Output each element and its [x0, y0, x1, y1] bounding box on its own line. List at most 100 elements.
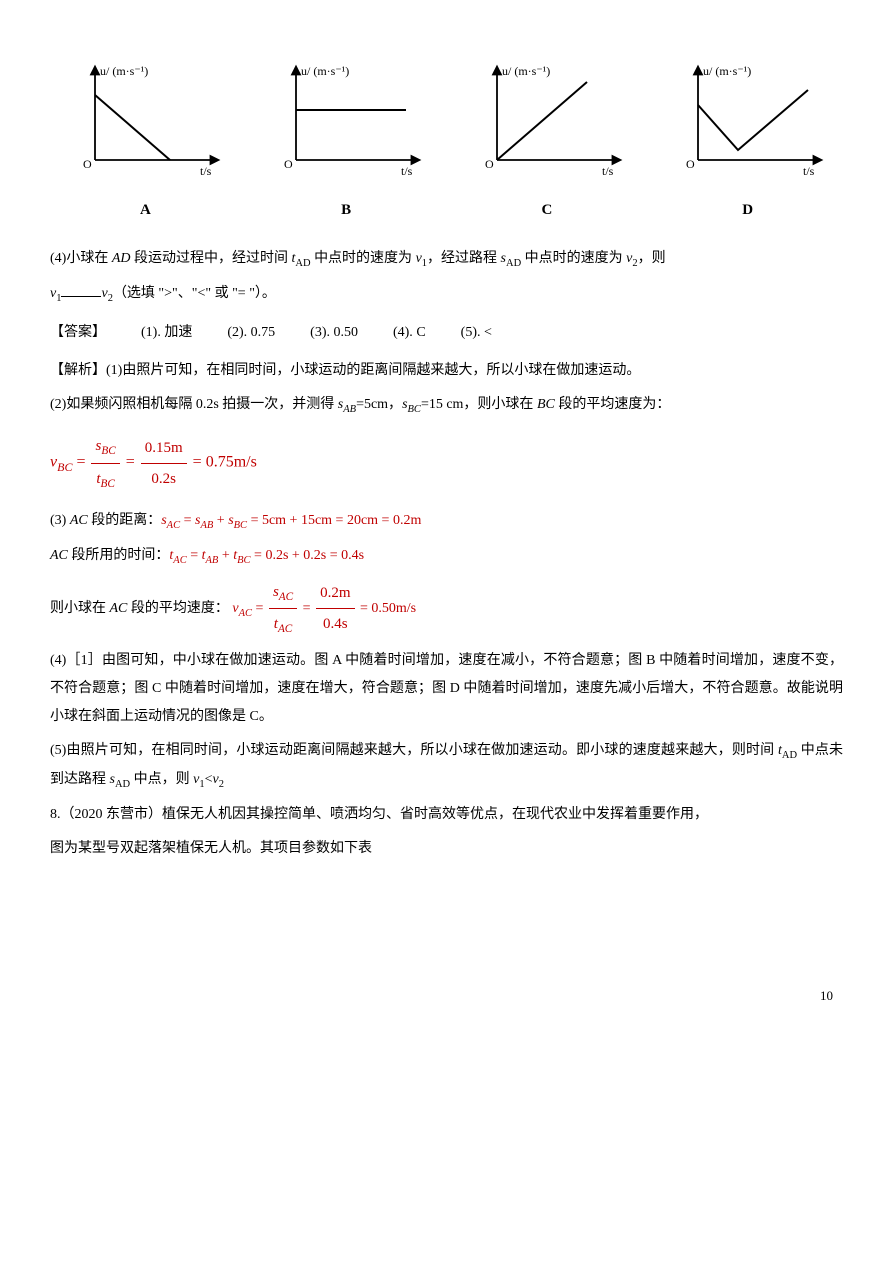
graph-d-svg: O t/s u/ (m·s⁻¹): [668, 60, 828, 180]
expl-sab-sub: AB: [343, 403, 356, 414]
expl-p5b: 段的平均速度：: [127, 601, 229, 616]
q4-text4: ，经过路程: [427, 251, 501, 266]
question-4: (4)小球在 AD 段运动过程中，经过时间 tAD 中点时的速度为 v1，经过路…: [50, 245, 843, 274]
explanation-p1: 【解析】(1)由照片可知，在相同时间，小球运动的距离间隔越来越大，所以小球在做加…: [50, 357, 843, 385]
eq2-t1-sub: AB: [200, 520, 213, 531]
eq3-t1-sub: AB: [206, 555, 219, 566]
expl-p2b: 段的平均速度为：: [555, 397, 671, 412]
svg-text:t/s: t/s: [401, 164, 413, 178]
q4-tad-sub: AD: [295, 258, 310, 269]
eq2-t2-sub: BC: [234, 520, 247, 531]
q4-text5: 中点时的速度为: [521, 251, 626, 266]
expl-p7c: 中点，则: [130, 772, 193, 787]
eq2-vals: = 5cm + 15cm = 20cm = 0.2m: [247, 513, 421, 528]
svg-text:u/ (m·s⁻¹): u/ (m·s⁻¹): [703, 64, 751, 78]
eq3-t2-sub: BC: [237, 555, 250, 566]
expl-p3b: 段的距离：: [88, 513, 162, 528]
question-8-line2: 图为某型号双起落架植保无人机。其项目参数如下表: [50, 835, 843, 863]
q4-text2: 段运动过程中，经过时间: [131, 251, 292, 266]
expl-p2a: (2)如果频闪照相机每隔 0.2s 拍摄一次，并测得: [50, 397, 338, 412]
expl-ac2: AC: [110, 601, 128, 616]
eq4-den1-sub: AC: [278, 623, 292, 635]
expl-sbc-val: =15 cm，则小球在: [421, 397, 537, 412]
eq4-den2: 0.4s: [316, 609, 354, 639]
graph-b: O t/s u/ (m·s⁻¹) B: [251, 60, 442, 225]
blank-input[interactable]: [61, 282, 101, 297]
graph-c-svg: O t/s u/ (m·s⁻¹): [467, 60, 627, 180]
explanation-p5: 则小球在 AC 段的平均速度： vAC = sAC tAC = 0.2m 0.4…: [50, 577, 843, 641]
eq3-sub: AC: [173, 555, 186, 566]
explanation-p7: (5)由照片可知，在相同时间，小球运动距离间隔越来越大，所以小球在做加速运动。即…: [50, 737, 843, 795]
q4-text3: 中点时的速度为: [311, 251, 416, 266]
q4-sad-sub: AD: [506, 258, 521, 269]
graphs-row: O t/s u/ (m·s⁻¹) A O t/s u/ (m·s⁻¹) B O …: [50, 60, 843, 225]
graph-b-svg: O t/s u/ (m·s⁻¹): [266, 60, 426, 180]
eq1-num2: 0.15m: [141, 433, 187, 464]
expl-p4a: AC: [50, 548, 68, 563]
graph-a-svg: O t/s u/ (m·s⁻¹): [65, 60, 225, 180]
svg-text:t/s: t/s: [200, 164, 212, 178]
graph-d: O t/s u/ (m·s⁻¹) D: [652, 60, 843, 225]
page-number: 10: [50, 983, 843, 1009]
expl-ac1: AC: [70, 513, 88, 528]
svg-text:u/ (m·s⁻¹): u/ (m·s⁻¹): [100, 64, 148, 78]
eq1-lhs-sub: BC: [57, 460, 72, 474]
answers-row: 【答案】 (1). 加速 (2). 0.75 (3). 0.50 (4). C …: [50, 319, 843, 347]
graph-d-label: D: [652, 195, 843, 225]
expl-bc: BC: [537, 397, 555, 412]
svg-text:O: O: [485, 157, 494, 171]
ans1-v: 加速: [164, 325, 192, 340]
q4-ad: AD: [112, 251, 131, 266]
eq4-res: = 0.50m/s: [360, 601, 416, 616]
svg-text:t/s: t/s: [803, 164, 815, 178]
svg-text:O: O: [686, 157, 695, 171]
expl-p7s-sub: AD: [115, 779, 130, 790]
eq2-eq: =: [180, 513, 195, 528]
q4-hint: （选填 ">"、"<" 或 "= "）。: [113, 286, 276, 301]
svg-text:O: O: [284, 157, 293, 171]
graph-c: O t/s u/ (m·s⁻¹) C: [452, 60, 643, 225]
expl-p4b: 段所用的时间：: [68, 548, 170, 563]
eq4-num1-sub: AC: [279, 591, 293, 603]
ans1-n: (1).: [141, 325, 161, 340]
explanation-p3: (3) AC 段的距离：sAC = sAB + sBC = 5cm + 15cm…: [50, 507, 843, 536]
ans2-v: 0.75: [251, 325, 276, 340]
svg-text:t/s: t/s: [602, 164, 614, 178]
eq2-plus: +: [213, 513, 228, 528]
eq3-vals: = 0.2s + 0.2s = 0.4s: [251, 548, 365, 563]
eq1-res: = 0.75m/s: [193, 454, 257, 471]
expl-p7lt: <: [205, 772, 213, 787]
expl-p3a: (3): [50, 513, 70, 528]
expl-p7t-sub: AD: [782, 750, 797, 761]
graph-b-label: B: [251, 195, 442, 225]
expl-label: 【解析】: [50, 363, 106, 378]
graph-a-label: A: [50, 195, 241, 225]
graph-c-label: C: [452, 195, 643, 225]
svg-text:u/ (m·s⁻¹): u/ (m·s⁻¹): [301, 64, 349, 78]
ans5-n: (5).: [461, 325, 481, 340]
expl-sab-val: =5cm，: [356, 397, 402, 412]
eq1-den2: 0.2s: [141, 464, 187, 494]
ans3-n: (3).: [310, 325, 330, 340]
svg-text:O: O: [83, 157, 92, 171]
ans4-n: (4).: [393, 325, 413, 340]
q4-text: (4)小球在: [50, 251, 112, 266]
eq1-num1-sub: BC: [101, 445, 115, 457]
expl-p7v2-sub: 2: [219, 779, 224, 790]
eq3-eq: =: [187, 548, 202, 563]
question-4-line2: v1v2（选填 ">"、"<" 或 "= "）。: [50, 280, 843, 309]
eq1-den1-sub: BC: [100, 478, 114, 490]
q4-text6: ，则: [638, 251, 666, 266]
eq4-num2: 0.2m: [316, 578, 354, 609]
expl-p7a: (5)由照片可知，在相同时间，小球运动距离间隔越来越大，所以小球在做加速运动。即…: [50, 743, 778, 758]
question-8-line1: 8.（2020 东营市）植保无人机因其操控简单、喷洒均匀、省时高效等优点，在现代…: [50, 801, 843, 829]
ans4-v: C: [416, 325, 425, 340]
expl-p1-text: (1)由照片可知，在相同时间，小球运动的距离间隔越来越大，所以小球在做加速运动。: [106, 363, 640, 378]
answers-label: 【答案】: [50, 325, 106, 340]
expl-p5a: 则小球在: [50, 601, 110, 616]
equation-vbc: vBC = sBC tBC = 0.15m 0.2s = 0.75m/s: [50, 431, 843, 495]
ans5-v: <: [484, 325, 492, 340]
ans2-n: (2).: [227, 325, 247, 340]
explanation-p4: AC 段所用的时间：tAC = tAB + tBC = 0.2s + 0.2s …: [50, 542, 843, 571]
svg-text:u/ (m·s⁻¹): u/ (m·s⁻¹): [502, 64, 550, 78]
